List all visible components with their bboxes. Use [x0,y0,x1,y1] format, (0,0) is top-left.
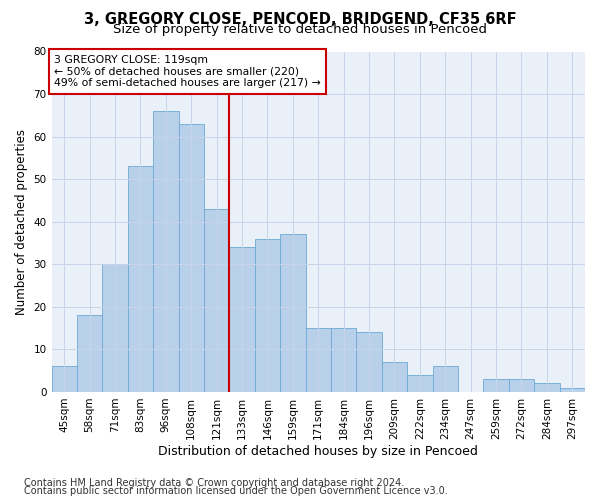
Bar [103,264,128,392]
Y-axis label: Number of detached properties: Number of detached properties [15,128,28,314]
Bar [204,209,229,392]
Bar [534,384,560,392]
X-axis label: Distribution of detached houses by size in Pencoed: Distribution of detached houses by size … [158,444,478,458]
Bar [407,375,433,392]
Bar [356,332,382,392]
Text: 3 GREGORY CLOSE: 119sqm
← 50% of detached houses are smaller (220)
49% of semi-d: 3 GREGORY CLOSE: 119sqm ← 50% of detache… [54,55,321,88]
Bar [229,248,255,392]
Text: Contains HM Land Registry data © Crown copyright and database right 2024.: Contains HM Land Registry data © Crown c… [24,478,404,488]
Bar [255,239,280,392]
Bar [433,366,458,392]
Bar [153,111,179,392]
Bar [280,234,305,392]
Text: Size of property relative to detached houses in Pencoed: Size of property relative to detached ho… [113,24,487,36]
Bar [331,328,356,392]
Bar [509,379,534,392]
Text: Contains public sector information licensed under the Open Government Licence v3: Contains public sector information licen… [24,486,448,496]
Bar [77,316,103,392]
Bar [484,379,509,392]
Bar [560,388,585,392]
Bar [305,328,331,392]
Bar [382,362,407,392]
Text: 3, GREGORY CLOSE, PENCOED, BRIDGEND, CF35 6RF: 3, GREGORY CLOSE, PENCOED, BRIDGEND, CF3… [83,12,517,28]
Bar [128,166,153,392]
Bar [52,366,77,392]
Bar [179,124,204,392]
